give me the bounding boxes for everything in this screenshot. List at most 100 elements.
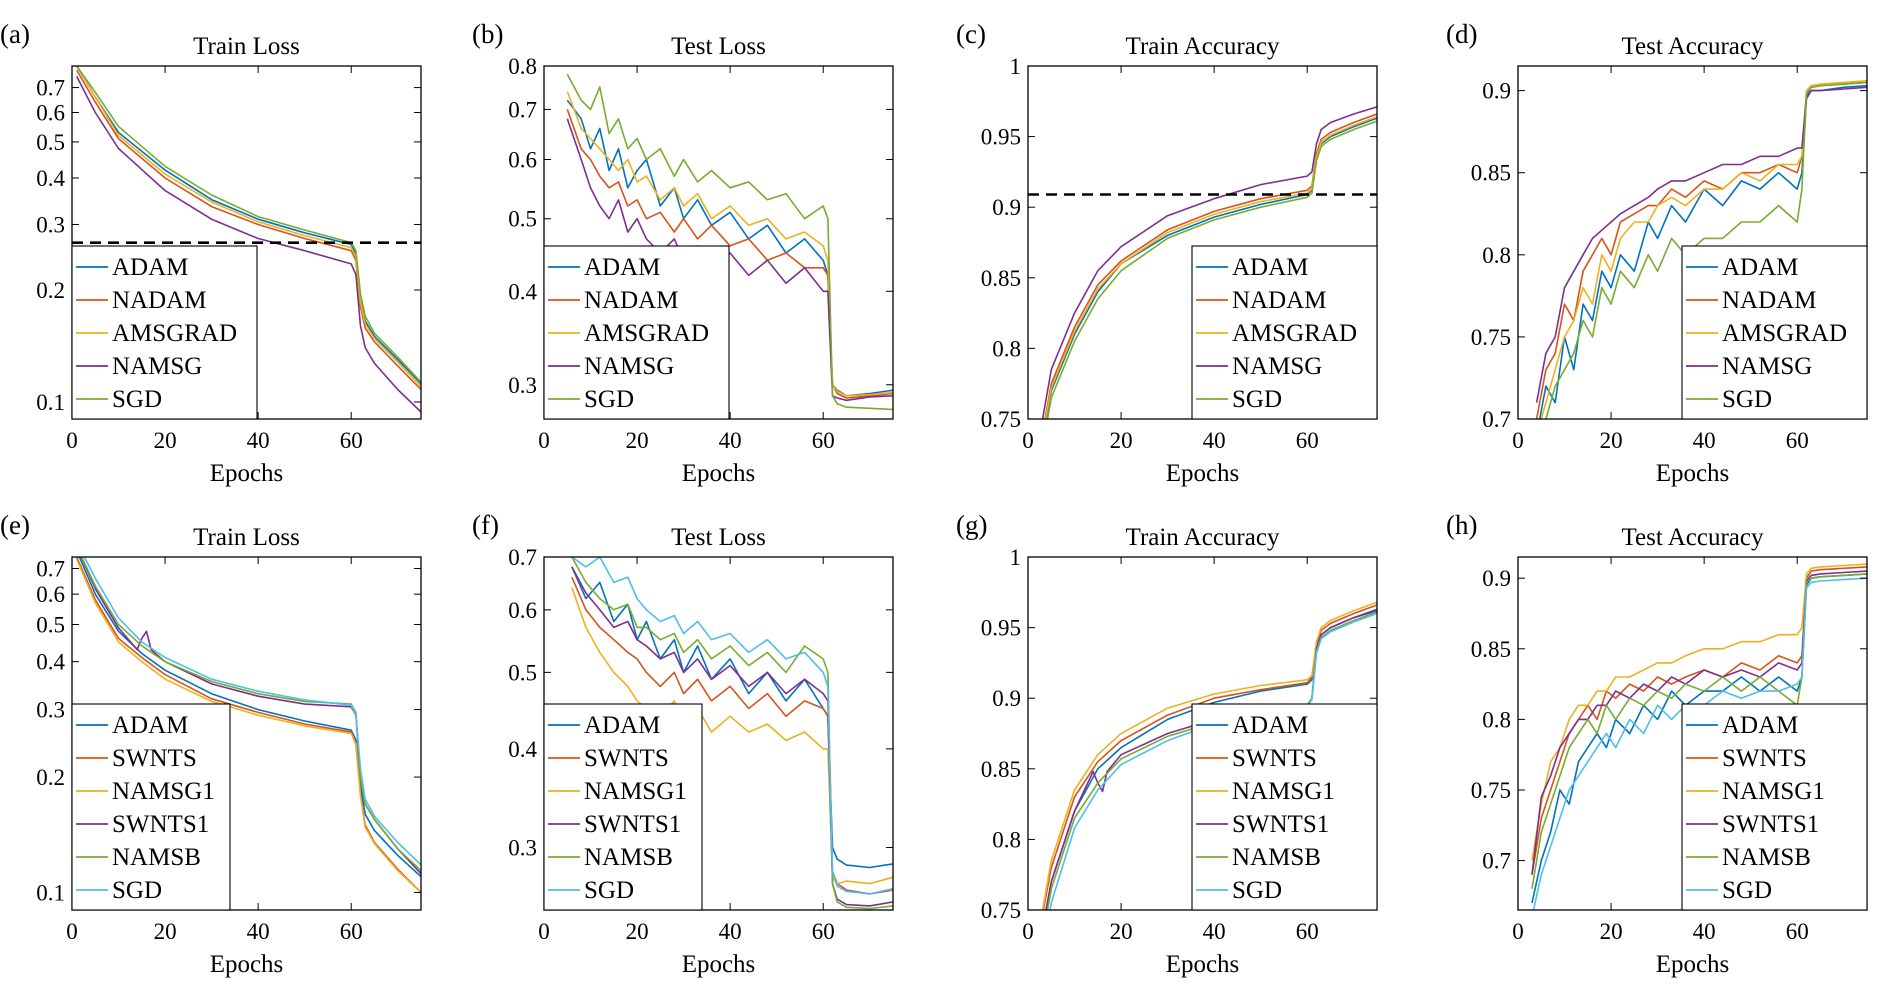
x-tick-label: 20 bbox=[1600, 428, 1623, 453]
y-tick-label: 0.7 bbox=[1482, 407, 1511, 432]
panel-title: Test Accuracy bbox=[1622, 524, 1764, 551]
series-line-namsg1 bbox=[571, 587, 893, 885]
y-tick-label: 0.7 bbox=[508, 545, 537, 570]
x-tick-label: 60 bbox=[340, 919, 363, 944]
y-tick-label: 0.75 bbox=[1471, 325, 1511, 350]
y-tick-label: 0.2 bbox=[36, 765, 65, 790]
legend-label: SWNTS1 bbox=[1722, 811, 1819, 838]
x-tick-label: 0 bbox=[66, 428, 78, 453]
legend-label: NAMSG bbox=[1722, 353, 1812, 380]
y-tick-label: 0.8 bbox=[1482, 243, 1511, 268]
y-tick-label: 0.7 bbox=[1482, 849, 1511, 874]
panel-title: Train Loss bbox=[193, 524, 300, 551]
legend-label: NAMSG1 bbox=[584, 778, 687, 805]
y-tick-label: 0.8 bbox=[992, 336, 1021, 361]
y-tick-label: 0.6 bbox=[36, 100, 65, 125]
x-tick-label: 0 bbox=[1512, 428, 1524, 453]
y-tick-label: 0.4 bbox=[36, 650, 65, 675]
legend: ADAM SWNTS NAMSG1 SWNTS1 NAMSB SGD bbox=[543, 703, 703, 911]
x-axis-title: Epochs bbox=[682, 951, 756, 978]
x-tick-label: 0 bbox=[1022, 919, 1034, 944]
y-tick-label: 0.5 bbox=[508, 207, 537, 232]
y-tick-label: 0.9 bbox=[1482, 79, 1511, 104]
legend-label: SGD bbox=[1232, 877, 1282, 904]
y-tick-label: 0.8 bbox=[508, 54, 537, 79]
x-tick-label: 20 bbox=[626, 919, 649, 944]
legend-label: NAMSG bbox=[584, 353, 674, 380]
legend-label: NAMSG1 bbox=[1722, 778, 1825, 805]
series-line-namsg1 bbox=[1531, 563, 1867, 861]
legend: ADAM NADAM AMSGRAD NAMSG SGD bbox=[1191, 245, 1378, 420]
series-line-sgd bbox=[76, 66, 421, 383]
legend: ADAM NADAM AMSGRAD NAMSG SGD bbox=[1681, 245, 1868, 420]
legend-label: SGD bbox=[112, 386, 162, 413]
legend-label: NAMSG bbox=[1232, 353, 1322, 380]
legend-label: SWNTS bbox=[1722, 745, 1807, 772]
series-line-nadam bbox=[76, 69, 421, 391]
legend: ADAM SWNTS NAMSG1 SWNTS1 NAMSB SGD bbox=[1191, 703, 1378, 911]
legend-label: ADAM bbox=[584, 712, 660, 739]
legend-label: ADAM bbox=[584, 254, 660, 281]
panel-b: 0 20 40 60 0.3 0.4 0.5 0.6 0.7 0.8 Test Loss Epochs… bbox=[472, 19, 894, 487]
series-line-amsgrad bbox=[1044, 116, 1377, 419]
legend-label: NADAM bbox=[1722, 287, 1816, 314]
legend-label: ADAM bbox=[112, 254, 188, 281]
y-tick-label: 0.3 bbox=[36, 212, 65, 237]
x-tick-label: 20 bbox=[1600, 919, 1623, 944]
x-tick-label: 20 bbox=[154, 919, 177, 944]
x-tick-label: 60 bbox=[340, 428, 363, 453]
panel-title: Test Loss bbox=[671, 33, 766, 60]
panel-tag: (c) bbox=[956, 19, 986, 49]
series-line-adam bbox=[76, 66, 421, 385]
series-line-namsb bbox=[80, 557, 421, 872]
y-tick-label: 0.4 bbox=[36, 166, 65, 191]
legend-label: NAMSB bbox=[112, 844, 201, 871]
legend-label: NAMSG bbox=[112, 353, 202, 380]
panel-tag: (e) bbox=[0, 510, 30, 540]
y-tick-label: 0.3 bbox=[36, 698, 65, 723]
x-tick-label: 60 bbox=[1786, 919, 1809, 944]
series-line-sgd bbox=[571, 557, 893, 895]
series-line-sgd bbox=[83, 557, 421, 866]
panel-title: Train Accuracy bbox=[1126, 524, 1280, 551]
y-tick-label: 0.75 bbox=[981, 407, 1021, 432]
x-axis-title: Epochs bbox=[1656, 460, 1730, 487]
x-axis-title: Epochs bbox=[210, 460, 284, 487]
panel-title: Test Accuracy bbox=[1622, 33, 1764, 60]
legend-label: AMSGRAD bbox=[1722, 320, 1847, 347]
x-tick-label: 60 bbox=[812, 919, 835, 944]
series-line-adam bbox=[1045, 117, 1377, 419]
series-line-swnts bbox=[1042, 604, 1377, 910]
legend-label: SGD bbox=[112, 877, 162, 904]
series-line-namsb bbox=[571, 557, 893, 910]
y-tick-label: 0.95 bbox=[981, 125, 1021, 150]
legend-label: ADAM bbox=[1722, 712, 1798, 739]
x-axis-title: Epochs bbox=[682, 460, 756, 487]
x-tick-label: 20 bbox=[1110, 428, 1133, 453]
y-tick-label: 1 bbox=[1010, 54, 1022, 79]
legend-label: SGD bbox=[1722, 877, 1772, 904]
x-tick-label: 40 bbox=[247, 428, 270, 453]
x-axis-title: Epochs bbox=[1166, 951, 1240, 978]
panel-title: Test Loss bbox=[671, 524, 766, 551]
legend-label: ADAM bbox=[1232, 712, 1308, 739]
y-tick-label: 0.85 bbox=[981, 757, 1021, 782]
series-line-adam bbox=[571, 566, 893, 869]
panel-tag: (f) bbox=[472, 510, 499, 540]
x-tick-label: 0 bbox=[1022, 428, 1034, 453]
legend-label: NAMSB bbox=[1232, 844, 1321, 871]
legend-label: SWNTS1 bbox=[112, 811, 209, 838]
y-tick-label: 0.95 bbox=[981, 616, 1021, 641]
panel-c: 0 20 40 60 0.75 0.8 0.85 0.9 0.95 1 Train Accuracy… bbox=[956, 19, 1378, 487]
series-line-adam bbox=[78, 557, 421, 878]
panel-title: Train Accuracy bbox=[1126, 33, 1280, 60]
x-tick-label: 40 bbox=[1693, 428, 1716, 453]
y-tick-label: 0.9 bbox=[992, 195, 1021, 220]
legend-label: ADAM bbox=[1722, 254, 1798, 281]
y-tick-label: 0.4 bbox=[508, 737, 537, 762]
series-line-namsg bbox=[75, 76, 421, 413]
x-tick-label: 40 bbox=[1203, 428, 1226, 453]
y-tick-label: 0.85 bbox=[1471, 637, 1511, 662]
y-tick-label: 1 bbox=[1010, 545, 1022, 570]
